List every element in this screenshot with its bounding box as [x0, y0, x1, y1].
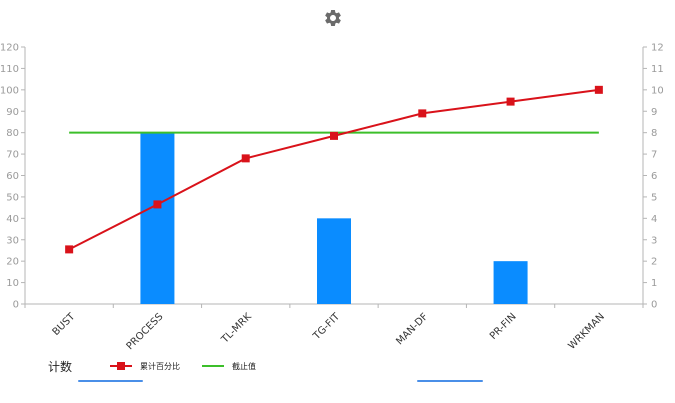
x-category-label: PR-FIN: [488, 311, 519, 342]
cumulative-point: [506, 97, 515, 106]
right-tick-label: 4: [651, 214, 657, 225]
legend-label-cutoff: 截止值: [232, 361, 257, 371]
left-tick-label: 20: [6, 257, 19, 268]
right-tick-label: 3: [651, 235, 657, 246]
legend-item-cutoff[interactable]: 截止值: [202, 361, 256, 372]
right-tick-label: 0: [651, 300, 657, 311]
left-tick-label: 90: [6, 107, 19, 118]
x-category-label: WRKMAN: [566, 311, 607, 352]
left-tick-label: 120: [0, 43, 19, 54]
cutoff-swatch-icon: [202, 361, 225, 371]
x-category-label: TG-FIT: [311, 311, 343, 343]
right-tick-label: 2: [651, 257, 657, 268]
left-tick-label: 0: [13, 300, 19, 311]
left-tick-label: 30: [6, 235, 19, 246]
legend-title: 计数: [48, 359, 73, 374]
bar: [493, 261, 528, 304]
legend-item-cumulative[interactable]: 累计百分比: [110, 361, 180, 372]
right-tick-label: 1: [651, 278, 657, 289]
x-category-label: PROCESS: [125, 311, 166, 352]
x-category-label: MAN-DF: [394, 311, 430, 347]
left-tick-label: 60: [6, 171, 19, 182]
right-tick-label: 12: [651, 43, 664, 54]
left-tick-label: 10: [6, 278, 19, 289]
cumulative-point: [65, 245, 74, 254]
gear-icon-shape: [325, 10, 341, 26]
x-category-label: TL-MRK: [219, 311, 254, 346]
right-tick-label: 8: [651, 128, 657, 139]
bar: [317, 218, 351, 304]
cumulative-swatch-icon: [110, 361, 133, 371]
cumulative-point: [418, 109, 427, 118]
left-tick-label: 100: [0, 85, 19, 96]
cumulative-point: [241, 154, 250, 163]
right-tick-label: 9: [651, 107, 657, 118]
legend-label-cumulative: 累计百分比: [140, 361, 181, 371]
right-tick-label: 7: [651, 150, 657, 161]
x-category-label: BUST: [51, 311, 78, 338]
right-tick-label: 11: [651, 64, 664, 75]
legend: 计数 累计百分比 截止值: [48, 356, 278, 376]
scrollbar-right[interactable]: [417, 380, 483, 382]
cumulative-point: [594, 85, 603, 94]
cumulative-point: [330, 131, 338, 140]
bar: [140, 132, 175, 304]
right-tick-label: 6: [651, 171, 657, 182]
left-tick-label: 40: [6, 214, 19, 225]
left-tick-label: 70: [6, 150, 19, 161]
gear-icon[interactable]: [323, 8, 343, 28]
left-tick-label: 110: [0, 64, 19, 75]
line-series: [65, 85, 603, 254]
right-tick-label: 5: [651, 192, 657, 203]
right-tick-label: 10: [651, 85, 664, 96]
cumulative-point: [153, 200, 162, 209]
left-tick-label: 50: [6, 192, 19, 203]
tick-labels: 0102030405060708090100110120012345678910…: [0, 43, 664, 353]
scrollbar-left[interactable]: [78, 380, 143, 382]
bar-series: [140, 132, 528, 304]
left-tick-label: 80: [6, 128, 19, 139]
